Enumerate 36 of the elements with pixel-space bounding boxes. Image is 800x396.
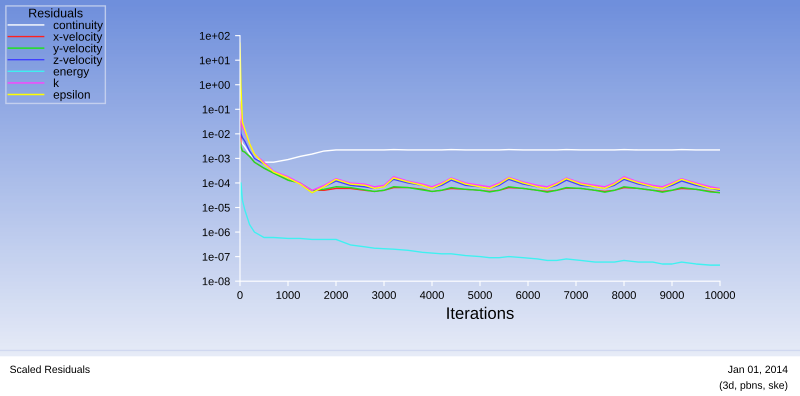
legend-label: z-velocity	[54, 55, 102, 66]
x-tick-label: 7000	[564, 291, 588, 300]
y-tick-label: 1e-08	[202, 277, 230, 286]
y-tick-label: 1e-07	[202, 252, 230, 261]
y-tick-label: 1e-06	[202, 228, 230, 236]
legend-title: Residuals	[29, 8, 83, 18]
legend-label: continuity	[54, 20, 103, 32]
x-axis-title: Iterations	[447, 306, 514, 320]
y-tick-label: 1e-05	[202, 204, 230, 212]
x-tick-label: 6000	[516, 291, 540, 300]
y-tick-label: 1e-04	[202, 179, 230, 188]
line-series	[240, 140, 720, 194]
text: (3d, pbns, ske)	[720, 381, 788, 391]
y-tick-label: 1e-01	[202, 106, 230, 114]
legend-label: epsilon	[54, 90, 90, 102]
x-tick-label: 2000	[324, 291, 348, 300]
line-series	[240, 182, 720, 266]
x-tick-label: 3000	[372, 291, 396, 300]
y-tick-label: 1e+00	[200, 81, 230, 89]
y-tick-label: 1e+01	[200, 56, 230, 64]
legend-label: y-velocity	[53, 44, 102, 55]
x-tick-label: 1000	[276, 291, 300, 300]
y-tick-label: 1e+02	[200, 32, 230, 40]
y-tick-label: 1e-02	[202, 130, 230, 138]
legend-label: k	[54, 78, 60, 88]
x-tick-label: 4000	[420, 291, 444, 300]
y-tick-label: 1e-03	[202, 154, 230, 163]
x-tick-label: 5000	[468, 291, 492, 300]
x-tick-label: 0	[237, 291, 243, 300]
x-tick-label: 8000	[612, 291, 636, 300]
x-tick-label: 10000	[705, 291, 736, 300]
text: Jan 01, 2014	[728, 366, 788, 374]
legend-label: x-velocity	[53, 32, 102, 44]
x-tick-label: 9000	[660, 291, 684, 300]
legend-label: energy	[54, 69, 90, 78]
text: Scaled Residuals	[10, 365, 90, 374]
